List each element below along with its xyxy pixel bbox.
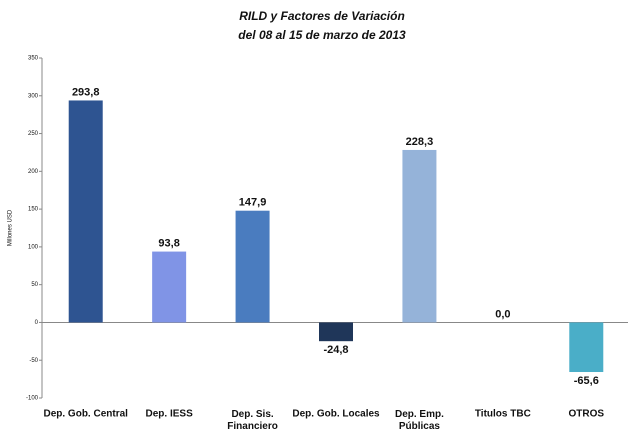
bar [235,210,270,323]
bar [569,322,604,373]
y-tick-label: 0 [35,320,39,326]
y-tick-label: 100 [28,244,39,250]
x-tick-label: Titulos TBC [475,409,531,420]
value-label: 93,8 [158,237,179,249]
x-tick-label: Dep. IESS [146,409,194,420]
value-label: -65,6 [574,375,599,387]
y-tick-label: 350 [28,56,39,62]
y-tick-label: 50 [31,282,38,288]
value-label: 293,8 [72,86,100,98]
value-label: -24,8 [323,344,348,356]
x-tick-label: Dep. Gob. Locales [292,409,380,420]
y-tick-label: 200 [28,169,39,175]
y-tick-label: 300 [28,93,39,99]
chart-title: RILD y Factores de Variación [239,9,405,23]
x-tick-label: Dep. Sis. Financiero [227,409,278,432]
bar [319,322,353,342]
y-tick-label: 250 [28,131,39,137]
bar [152,251,187,323]
x-tick-label: Dep. Gob. Central [43,409,128,420]
y-axis-label: Millones USD [8,209,14,246]
bar [68,100,103,323]
value-label: 0,0 [495,308,510,320]
value-label: 147,9 [239,197,267,209]
y-tick-label: -100 [26,396,39,402]
x-tick-label: Dep. Emp. Públicas [395,409,444,432]
bar [402,149,437,323]
chart-subtitle: del 08 al 15 de marzo de 2013 [238,28,406,42]
x-tick-label: OTROS [569,409,605,420]
y-tick-label: -50 [29,358,38,364]
y-tick-label: 150 [28,207,39,213]
value-label: 228,3 [406,136,434,148]
